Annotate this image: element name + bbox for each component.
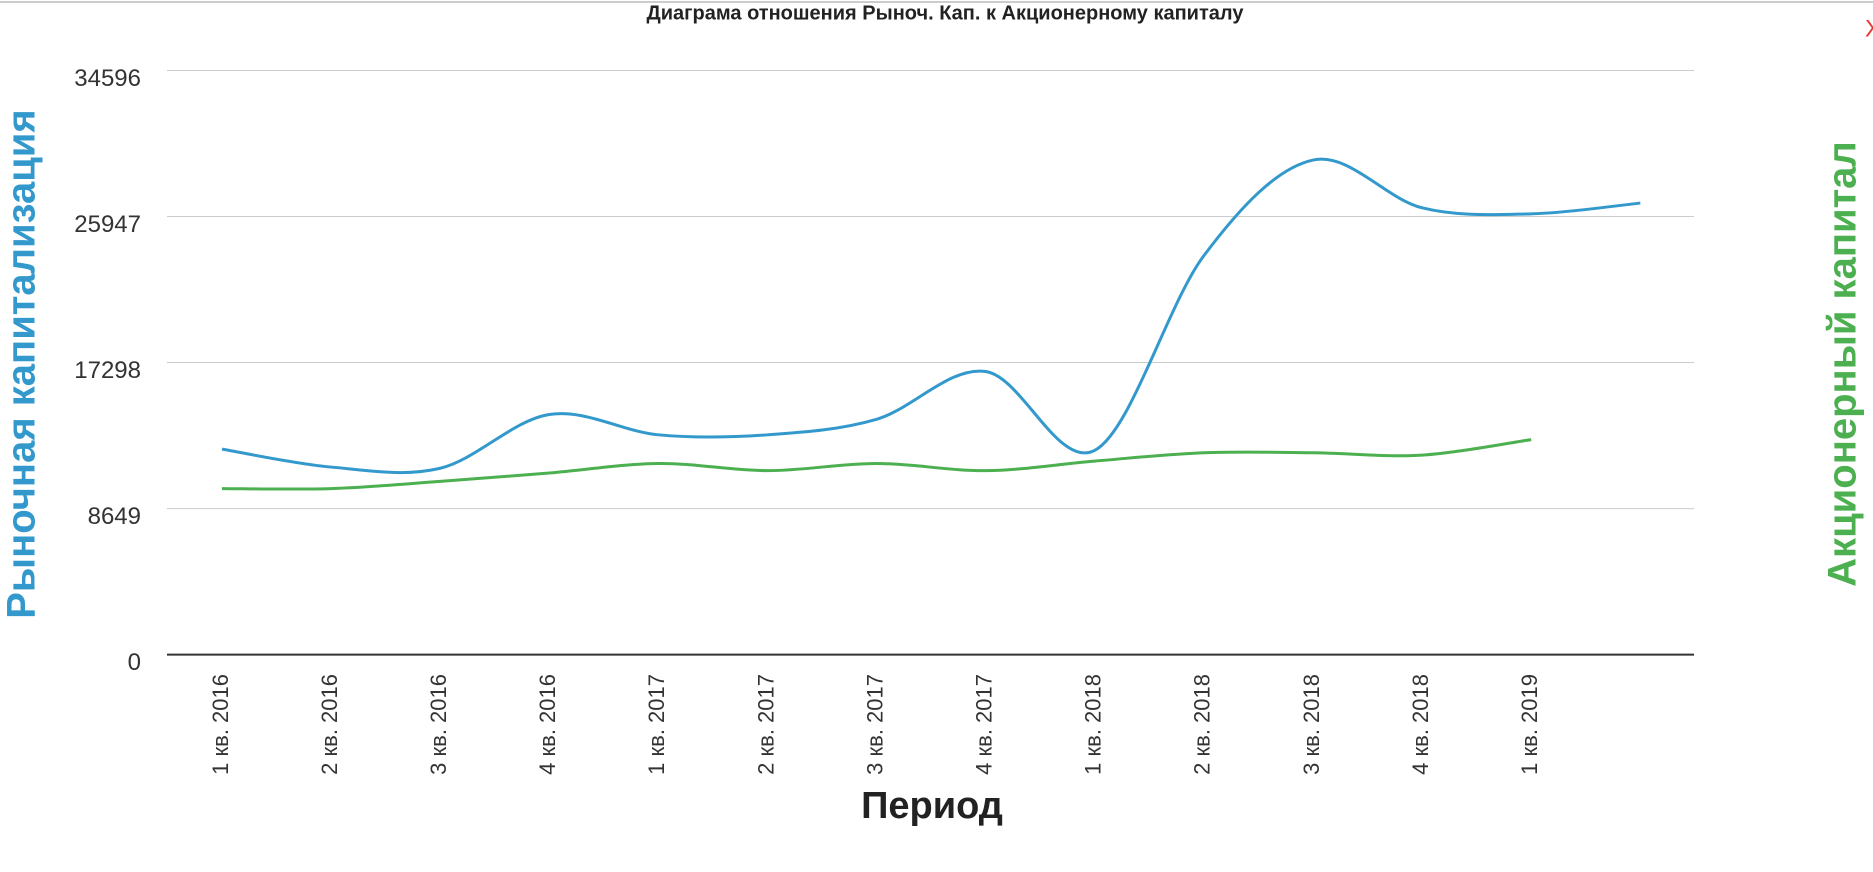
x-tick-label: 1 кв. 2019 [1517,674,1542,775]
x-tick-label: 3 кв. 2018 [1299,674,1324,775]
y-axis-title: Рыночная капитализация [0,109,44,619]
x-tick-label: 4 кв. 2018 [1408,674,1433,775]
x-tick-label: 3 кв. 2016 [426,674,451,775]
series-line [221,157,1641,475]
x-tick-label: 1 кв. 2017 [644,674,669,775]
x-tick-label: 1 кв. 2018 [1081,674,1106,775]
close-button[interactable]: X [1865,15,1873,42]
y-tick-label: 0 [128,649,141,676]
x-tick-label: 4 кв. 2016 [535,674,560,775]
y-tick-label: 34596 [74,65,141,92]
x-tick-label: 2 кв. 2017 [753,674,778,775]
x-tick-label: 2 кв. 2018 [1190,674,1215,775]
y2-axis-title: Акционерный капитал [1821,141,1865,587]
y-tick-label: 17298 [74,357,141,384]
x-tick-label: 2 кв. 2016 [317,674,342,775]
x-tick-label: 4 кв. 2017 [972,674,997,775]
x-tick-label: 1 кв. 2016 [208,674,233,775]
series-line [221,438,1532,491]
x-tick-label: 3 кв. 2017 [862,674,887,775]
y-tick-label: 8649 [88,503,141,530]
y-tick-label: 25947 [74,211,141,238]
chart-title: Диаграма отношения Рыноч. Кап. к Акционе… [647,2,1245,24]
x-axis-title: Период [861,785,1003,827]
